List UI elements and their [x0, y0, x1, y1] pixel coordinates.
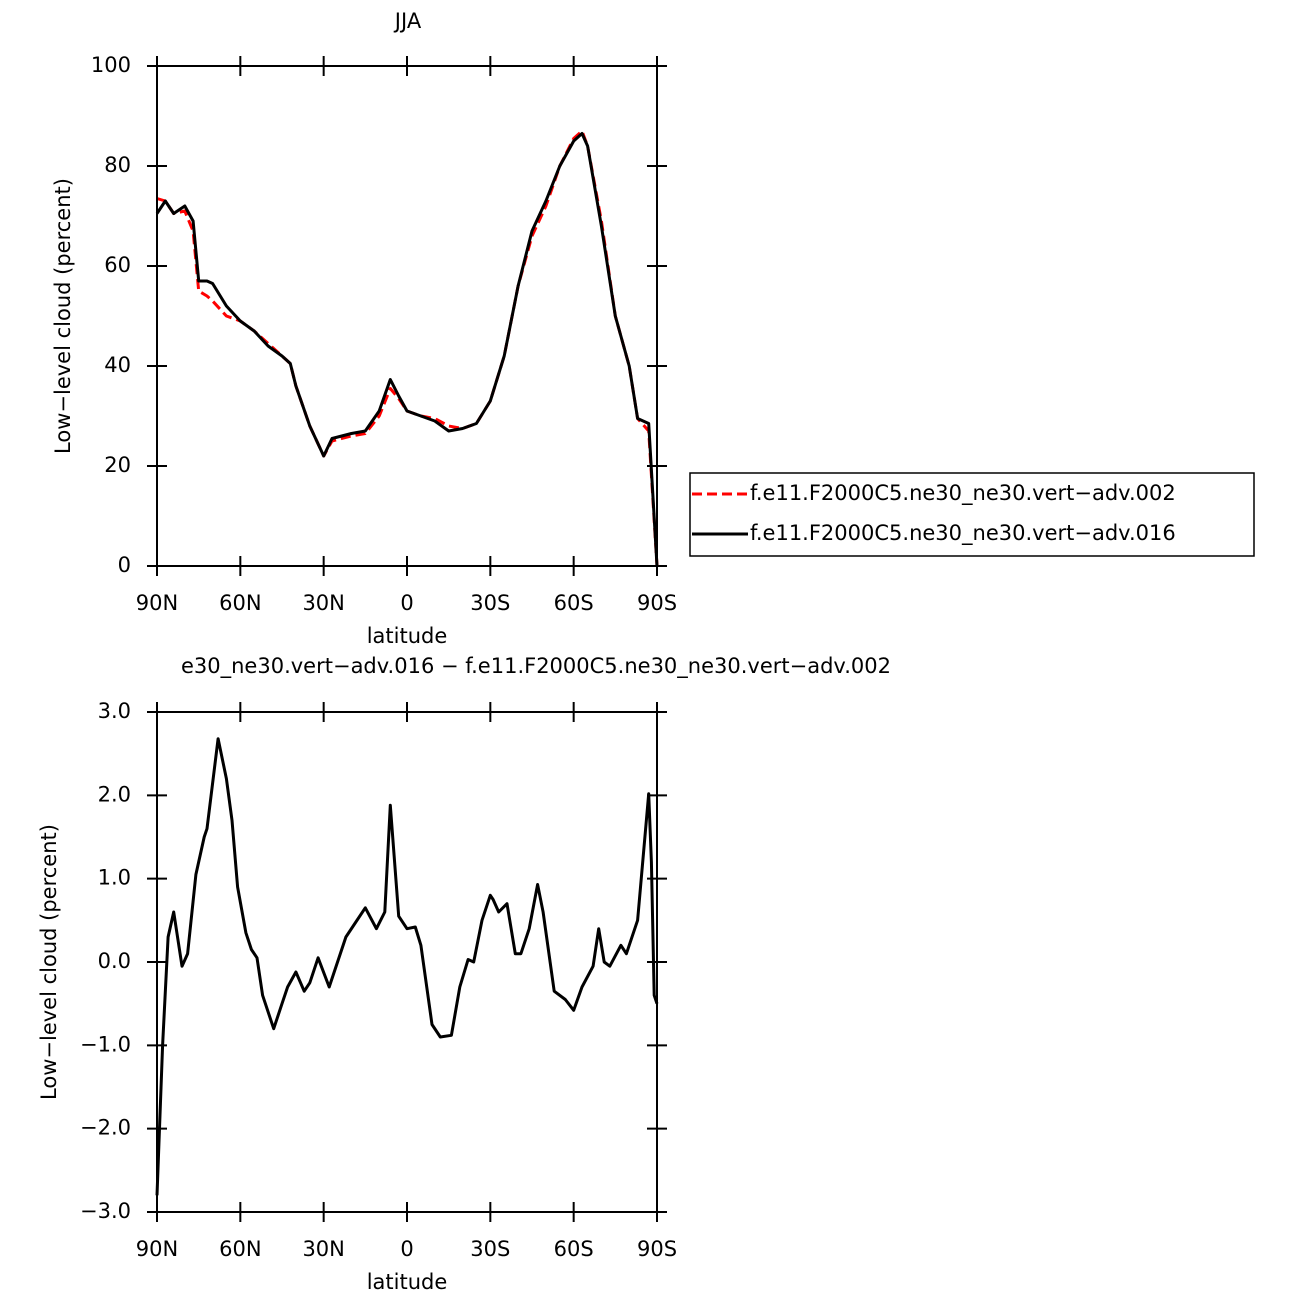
x-axis-label: latitude — [367, 624, 448, 648]
legend-box — [689, 472, 1255, 557]
y-tick-label: 3.0 — [98, 699, 131, 723]
y-axis-label: Low−level cloud (percent) — [37, 824, 61, 1100]
x-tick-label: 90S — [637, 1237, 677, 1261]
x-tick-label: 30N — [302, 1237, 344, 1261]
x-tick-label: 30N — [302, 591, 344, 615]
data-line — [155, 132, 659, 567]
y-tick-label: 100 — [91, 53, 131, 77]
x-tick-label: 30S — [470, 1237, 510, 1261]
y-tick-label: −1.0 — [80, 1032, 131, 1056]
data-line — [155, 737, 659, 1196]
x-tick-label: 0 — [400, 1237, 413, 1261]
chart-title: e30_ne30.vert−adv.016 − f.e11.F2000C5.ne… — [181, 654, 891, 679]
x-tick-label: 60S — [554, 591, 594, 615]
y-tick-label: 40 — [104, 353, 131, 377]
y-tick-label: 80 — [104, 153, 131, 177]
data-line — [156, 129, 659, 567]
legend-label: f.e11.F2000C5.ne30_ne30.vert−adv.002 — [750, 481, 1176, 506]
y-tick-label: 0.0 — [98, 949, 131, 973]
legend: f.e11.F2000C5.ne30_ne30.vert−adv.002 f.e1… — [689, 472, 1255, 557]
y-tick-label: 1.0 — [98, 866, 131, 890]
y-tick-label: 60 — [104, 253, 131, 277]
x-axis-label: latitude — [367, 1270, 448, 1294]
x-tick-label: 30S — [470, 591, 510, 615]
x-tick-label: 60S — [554, 1237, 594, 1261]
y-axis-label: Low−level cloud (percent) — [51, 178, 75, 454]
x-tick-label: 60N — [219, 1237, 261, 1261]
y-tick-label: −2.0 — [80, 1116, 131, 1140]
x-tick-label: 90S — [637, 591, 677, 615]
y-tick-label: −3.0 — [80, 1199, 131, 1223]
x-tick-label: 90N — [136, 1237, 178, 1261]
x-tick-label: 0 — [400, 591, 413, 615]
x-tick-label: 60N — [219, 591, 261, 615]
plot-frame — [156, 65, 658, 567]
y-tick-label: 20 — [104, 453, 131, 477]
plot-frame — [156, 711, 658, 1213]
chart-title: JJA — [393, 9, 422, 33]
y-tick-label: 0 — [118, 553, 131, 577]
y-tick-label: 2.0 — [98, 782, 131, 806]
legend-label: f.e11.F2000C5.ne30_ne30.vert−adv.016 — [750, 521, 1176, 546]
x-tick-label: 90N — [136, 591, 178, 615]
